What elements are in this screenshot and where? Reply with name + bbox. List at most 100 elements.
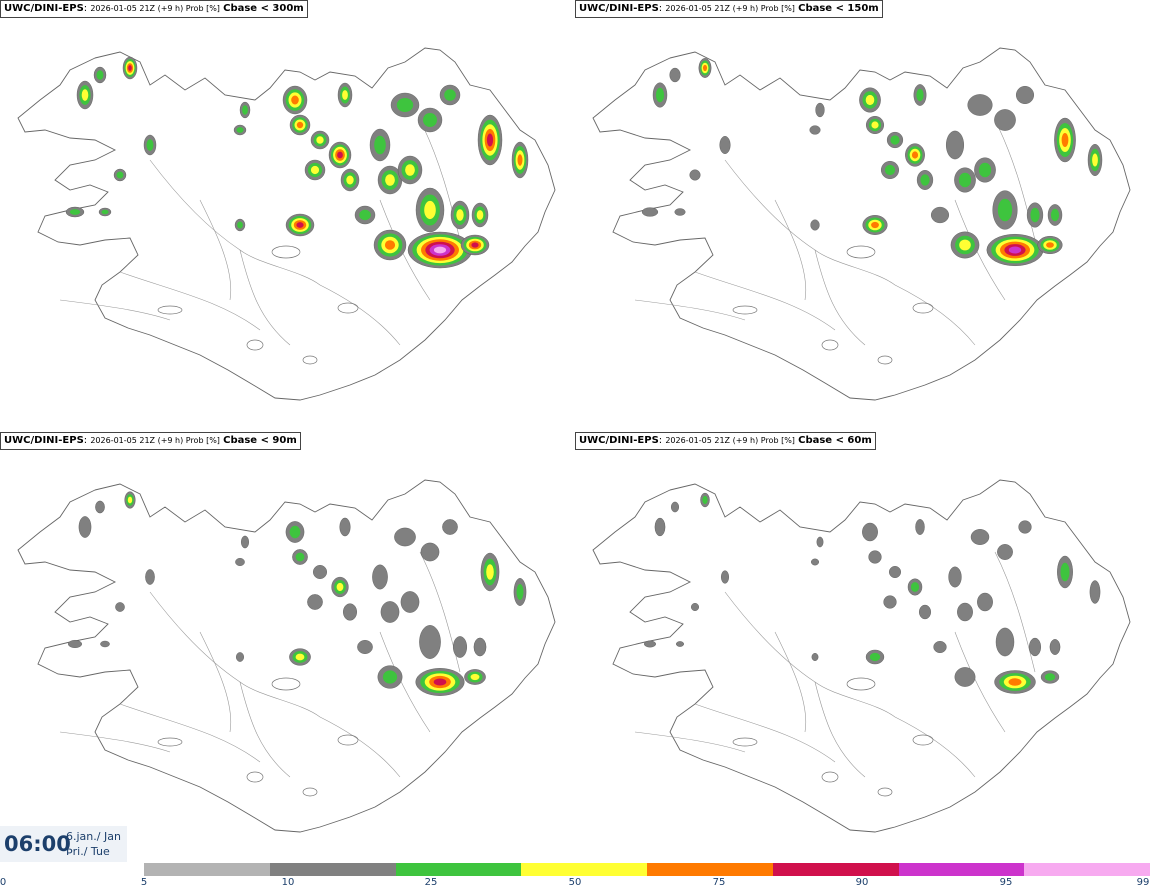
probability-contour: [1018, 520, 1032, 534]
region-boundary: [59, 731, 171, 753]
probability-area: [439, 84, 461, 106]
probability-contour: [517, 154, 523, 166]
probability-area: [390, 92, 420, 118]
legend-swatch: [772, 863, 899, 876]
region-boundary: [319, 716, 401, 778]
probability-area: [67, 639, 82, 648]
probability-area: [415, 187, 445, 233]
probability-area: [307, 594, 323, 610]
probability-contour: [1092, 153, 1098, 167]
probability-contour: [1061, 133, 1069, 147]
probability-area: [815, 102, 825, 118]
probability-contour: [78, 516, 92, 538]
probability-area: [339, 517, 351, 537]
probability-contour: [1044, 673, 1056, 681]
probability-contour: [890, 135, 900, 145]
legend-swatch: [1024, 863, 1150, 876]
probability-area: [442, 519, 458, 535]
probability-contour: [883, 595, 897, 609]
probability-contour: [1030, 207, 1040, 223]
valid-date: 6.jan./ Jan: [66, 830, 121, 843]
region-boundary: [694, 703, 836, 763]
region-boundary: [119, 703, 261, 763]
probability-area: [670, 501, 679, 513]
legend-label: 25: [424, 877, 438, 888]
probability-area: [669, 67, 681, 83]
probability-contour: [310, 165, 320, 175]
region-boundary: [954, 199, 1006, 301]
probability-area: [919, 604, 932, 620]
lake-outline: [846, 245, 876, 259]
probability-area: [373, 229, 407, 261]
probability-area: [865, 649, 885, 665]
probability-area: [143, 134, 157, 156]
probability-area: [948, 566, 962, 588]
region-boundary: [199, 199, 232, 301]
probability-contour: [316, 136, 324, 144]
probability-contour: [115, 602, 125, 612]
probability-contour: [359, 209, 371, 221]
iceland-map: [592, 47, 1131, 401]
probability-area: [235, 557, 245, 566]
probability-area: [337, 82, 353, 108]
probability-area: [380, 601, 400, 623]
probability-area: [285, 213, 315, 237]
probability-area: [239, 101, 251, 119]
probability-contour: [670, 501, 679, 513]
probability-area: [643, 640, 656, 648]
probability-contour: [871, 121, 879, 129]
probability-contour: [655, 87, 665, 103]
region-boundary: [379, 631, 431, 733]
probability-contour: [240, 535, 249, 549]
probability-area: [369, 128, 391, 162]
probability-area: [304, 159, 326, 181]
probability-contour: [96, 70, 104, 80]
probability-contour: [689, 169, 701, 181]
probability-contour: [444, 89, 456, 101]
probability-area: [480, 552, 500, 592]
probability-contour: [919, 604, 932, 620]
probability-area: [95, 500, 105, 514]
region-boundary: [774, 631, 807, 733]
probability-contour: [954, 667, 976, 687]
probability-area: [93, 66, 107, 84]
probability-area: [977, 592, 993, 612]
probability-contour: [476, 210, 484, 220]
probability-area: [1016, 85, 1035, 104]
probability-contour: [810, 558, 819, 566]
probability-area: [340, 168, 360, 192]
probability-contour: [242, 105, 248, 115]
probability-area: [862, 522, 878, 542]
coastline: [17, 47, 556, 401]
lake-outline: [877, 787, 893, 797]
probability-contour: [1029, 637, 1042, 657]
probability-area: [292, 549, 308, 565]
probability-contour: [811, 652, 819, 661]
region-boundary: [894, 716, 976, 778]
probability-contour: [871, 221, 879, 229]
legend-label: 10: [281, 877, 295, 888]
lake-outline: [912, 302, 934, 314]
region-boundary: [149, 591, 321, 718]
probability-area: [913, 84, 927, 106]
probability-contour: [884, 164, 896, 176]
probability-contour: [869, 652, 881, 662]
probability-area: [122, 56, 138, 80]
region-boundary: [954, 631, 1006, 733]
iceland-map: [17, 47, 556, 401]
probability-contour: [516, 584, 524, 600]
probability-contour: [145, 569, 155, 585]
probability-area: [1089, 580, 1101, 604]
probability-contour: [809, 125, 821, 135]
probability-contour: [995, 627, 1015, 657]
probability-area: [1054, 117, 1076, 163]
region-boundary: [724, 159, 896, 286]
legend-label: 75: [712, 877, 726, 888]
region-boundary: [239, 681, 291, 778]
probability-contour: [235, 557, 245, 566]
probability-contour: [236, 127, 244, 133]
lake-outline: [821, 339, 839, 351]
panel-title: UWC/DINI-EPS: 2026-01-05 21Z (+9 h) Prob…: [0, 0, 308, 18]
probability-area: [997, 544, 1013, 560]
lake-outline: [912, 734, 934, 746]
